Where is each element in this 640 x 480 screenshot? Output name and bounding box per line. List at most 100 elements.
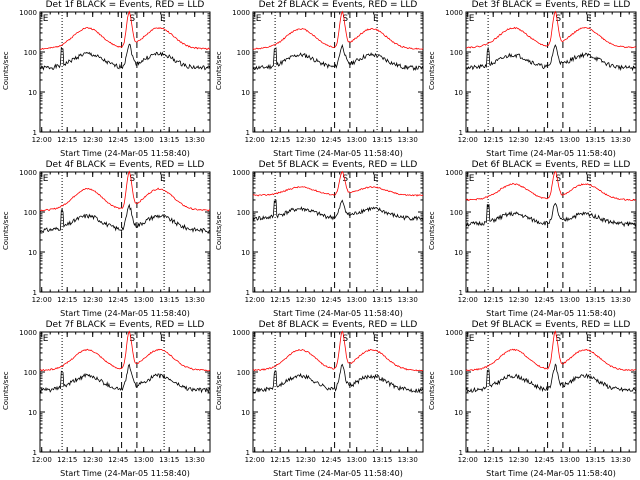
y-tick-label: 10 (28, 249, 37, 257)
interval-marker-label: S (129, 174, 135, 184)
interval-marker-label: S (129, 14, 135, 24)
interval-marker-label: E (586, 14, 592, 24)
panel-title: Det 7f BLACK = Events, RED = LLD (45, 320, 205, 330)
detector-panel-7: Det 7f BLACK = Events, RED = LLD Start Ti… (0, 320, 213, 480)
plot-frame (39, 11, 211, 133)
detector-panel-5: Det 5f BLACK = Events, RED = LLD Start Ti… (213, 160, 426, 320)
x-tick-label: 12:30 (83, 136, 103, 144)
x-tick-label: 12:30 (83, 456, 103, 464)
events-series-line (465, 44, 637, 72)
plot-svg: 1 10 100 1000 12:00 12:15 12:30 12:45 13:00 13:15… (232, 9, 424, 144)
y-tick-label: 10 (241, 249, 250, 257)
panel-title: Det 9f BLACK = Events, RED = LLD (471, 320, 631, 330)
panel-title: Det 3f BLACK = Events, RED = LLD (471, 0, 631, 10)
plot-svg: 1 10 100 1000 12:00 12:15 12:30 12:45 13:00 13:15… (19, 9, 211, 144)
x-tick-label: 12:00 (458, 296, 478, 304)
lld-series-line (39, 330, 211, 372)
x-tick-label: 13:30 (185, 296, 205, 304)
x-tick-label: 12:00 (245, 456, 265, 464)
panel-title: Det 8f BLACK = Events, RED = LLD (258, 320, 418, 330)
plot-svg: 1 10 100 1000 12:00 12:15 12:30 12:45 13:00 13:15… (232, 169, 424, 304)
x-tick-label: 13:00 (347, 456, 367, 464)
interval-marker-label: E (586, 174, 592, 184)
interval-marker-label: E (160, 174, 166, 184)
y-tick-label: 1 (459, 289, 463, 297)
plot-svg: 1 10 100 1000 12:00 12:15 12:30 12:45 13:00 13:15… (232, 329, 424, 464)
y-tick-label: 10 (241, 409, 250, 417)
x-tick-label: 13:15 (159, 136, 179, 144)
lld-series-line (252, 330, 424, 372)
events-series-line (39, 203, 211, 234)
interval-marker-label: S (129, 334, 135, 344)
interval-marker-label: S (555, 174, 561, 184)
lld-series-line (465, 10, 637, 49)
x-tick-label: 12:45 (108, 456, 128, 464)
events-series-line (252, 199, 424, 222)
x-tick-label: 13:30 (611, 456, 631, 464)
plot-svg: 1 10 100 1000 12:00 12:15 12:30 12:45 13:00 13:15… (445, 9, 637, 144)
x-tick-label: 12:45 (321, 456, 341, 464)
x-tick-label: 13:15 (372, 296, 392, 304)
plot-frame (465, 171, 637, 293)
plot-svg: 1 10 100 1000 12:00 12:15 12:30 12:45 13:00 13:15… (19, 169, 211, 304)
interval-marker-label: E (373, 14, 379, 24)
y-tick-label: 10 (28, 89, 37, 97)
events-series-line (39, 43, 211, 71)
panel-title: Det 4f BLACK = Events, RED = LLD (45, 160, 205, 170)
y-tick-label: 100 (24, 209, 37, 217)
y-tick-label: 1000 (19, 169, 37, 177)
y-tick-label: 100 (24, 369, 37, 377)
panel-title: Det 2f BLACK = Events, RED = LLD (258, 0, 418, 10)
x-tick-label: 13:00 (134, 296, 154, 304)
y-tick-label: 100 (24, 49, 37, 57)
x-tick-label: 13:00 (134, 456, 154, 464)
panel-title: Det 6f BLACK = Events, RED = LLD (471, 160, 631, 170)
detector-panel-8: Det 8f BLACK = Events, RED = LLD Start Ti… (213, 320, 426, 480)
y-tick-label: 10 (454, 249, 463, 257)
x-axis-label: Start Time (24-Mar-05 11:58:40) (273, 149, 403, 158)
x-tick-label: 13:00 (560, 136, 580, 144)
x-tick-label: 12:45 (321, 136, 341, 144)
x-tick-label: 13:15 (372, 136, 392, 144)
y-tick-label: 100 (450, 209, 463, 217)
x-tick-label: 12:15 (483, 296, 503, 304)
interval-marker-label: S (555, 334, 561, 344)
x-tick-label: 13:15 (372, 456, 392, 464)
y-tick-label: 1000 (445, 9, 463, 17)
y-tick-label: 1 (246, 289, 250, 297)
x-tick-label: 13:15 (585, 296, 605, 304)
lld-series-line (39, 10, 211, 50)
x-tick-label: 12:00 (458, 136, 478, 144)
x-tick-label: 12:30 (509, 136, 529, 144)
x-tick-label: 13:30 (398, 296, 418, 304)
x-tick-label: 12:00 (32, 456, 52, 464)
x-axis-label: Start Time (24-Mar-05 11:58:40) (60, 149, 190, 158)
plot-frame (252, 11, 424, 133)
plot-frame (252, 331, 424, 453)
x-tick-label: 13:30 (611, 136, 631, 144)
plot-frame (465, 331, 637, 453)
y-tick-label: 1 (33, 449, 37, 457)
y-tick-label: 100 (237, 369, 250, 377)
y-tick-label: 1000 (445, 329, 463, 337)
events-series-line (465, 202, 637, 228)
y-tick-label: 1 (33, 129, 37, 137)
x-tick-label: 12:15 (270, 456, 290, 464)
detector-panel-4: Det 4f BLACK = Events, RED = LLD Start Ti… (0, 160, 213, 320)
x-tick-label: 13:30 (185, 136, 205, 144)
x-tick-label: 12:45 (534, 136, 554, 144)
x-axis-label: Start Time (24-Mar-05 11:58:40) (60, 309, 190, 318)
y-tick-label: 1 (459, 449, 463, 457)
interval-marker-label: S (342, 174, 348, 184)
panel-title: Det 5f BLACK = Events, RED = LLD (258, 160, 418, 170)
y-tick-label: 1 (246, 449, 250, 457)
interval-marker-label: E (160, 14, 166, 24)
x-tick-label: 12:15 (57, 136, 77, 144)
x-tick-label: 13:00 (560, 456, 580, 464)
events-series-line (465, 363, 637, 393)
interval-marker-label: E (43, 14, 49, 24)
y-tick-label: 1000 (232, 169, 250, 177)
x-tick-label: 12:15 (57, 456, 77, 464)
plot-frame (252, 171, 424, 293)
interval-marker-label: E (586, 334, 592, 344)
